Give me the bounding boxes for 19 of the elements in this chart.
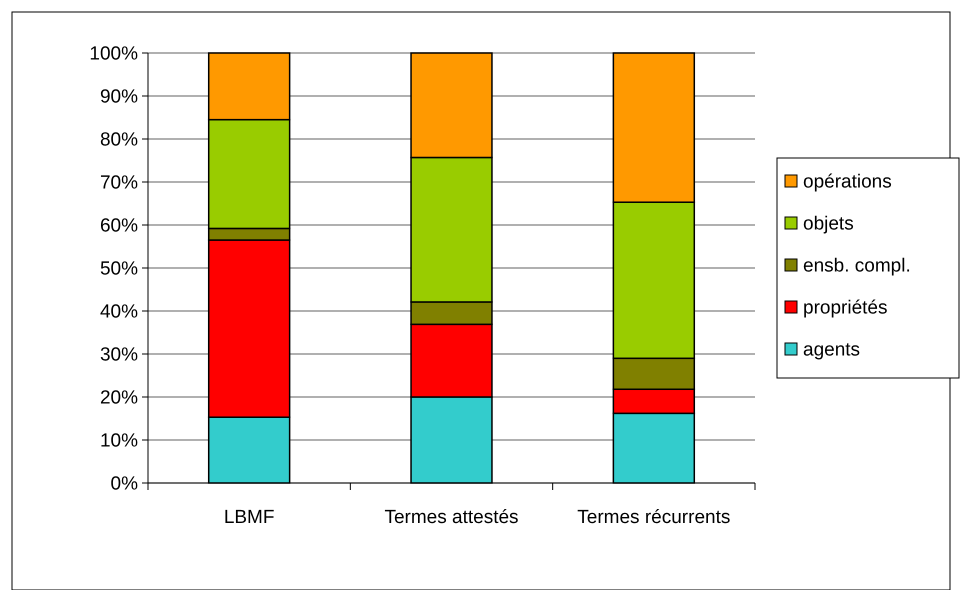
legend-label: objets xyxy=(803,214,854,235)
legend-label: opérations xyxy=(803,172,892,193)
y-tick-label: 80% xyxy=(100,130,138,151)
y-tick-label: 40% xyxy=(100,302,138,323)
y-tick-label: 50% xyxy=(100,258,138,280)
legend-label: propriétés xyxy=(803,298,888,319)
x-tick-label: LBMF xyxy=(224,507,275,528)
y-tick-label: 100% xyxy=(89,44,138,65)
legend-label: agents xyxy=(803,340,860,361)
y-tick-label: 10% xyxy=(100,430,138,452)
x-tick-label: Termes attestés xyxy=(384,507,519,528)
y-tick-label: 60% xyxy=(100,216,138,237)
y-tick-label: 70% xyxy=(100,172,138,194)
y-tick-label: 0% xyxy=(110,474,138,495)
x-tick-label: Termes récurrents xyxy=(577,507,730,528)
y-tick-label: 20% xyxy=(100,388,138,409)
y-tick-label: 30% xyxy=(100,344,138,366)
y-tick-label: 90% xyxy=(100,86,138,108)
legend-label: ensb. compl. xyxy=(803,256,911,277)
